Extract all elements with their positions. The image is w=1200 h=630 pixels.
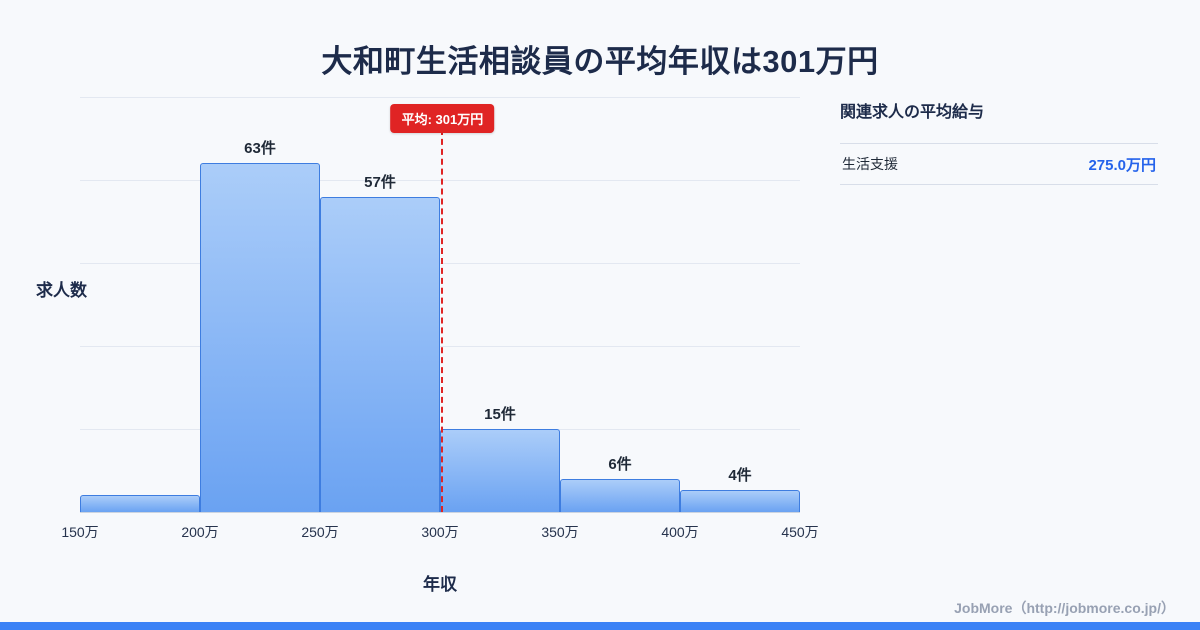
histogram-bar (320, 196, 440, 512)
histogram-bar (560, 478, 680, 512)
gridline (80, 263, 800, 264)
histogram-bar (680, 489, 800, 512)
page-title: 大和町生活相談員の平均年収は301万円 (321, 44, 879, 79)
gridline (80, 512, 800, 513)
related-job-salary: 275.0万円 (1088, 156, 1156, 174)
x-tick-label: 400万 (661, 524, 699, 540)
x-tick-label: 450万 (781, 524, 819, 540)
x-axis-label: 年収 (423, 575, 457, 594)
average-badge: 平均: 301万円 (390, 104, 495, 133)
x-tick-label: 350万 (541, 524, 579, 540)
histogram-plot: 63件 57件 15件 6件 4件 (80, 97, 800, 513)
histogram-bar (80, 495, 200, 512)
bottom-accent-bar (0, 622, 1200, 630)
gridline (80, 180, 800, 181)
x-tick-label: 150万 (61, 524, 99, 540)
related-job-name: 生活支援 (842, 156, 898, 172)
bar-count-label: 6件 (608, 455, 632, 473)
x-tick-label: 300万 (421, 524, 459, 540)
histogram-bar (440, 429, 560, 512)
related-jobs-panel: 関連求人の平均給与 生活支援 275.0万円 (840, 98, 1158, 185)
bar-count-label: 57件 (364, 173, 396, 191)
bars-layer: 63件 57件 15件 6件 4件 (80, 97, 800, 512)
footer-credit: JobMore（http://jobmore.co.jp/） (954, 600, 1175, 616)
related-job-row: 生活支援 275.0万円 (840, 144, 1158, 185)
bar-count-label: 4件 (728, 466, 752, 484)
y-axis-label: 求人数 (36, 281, 87, 300)
x-tick-label: 200万 (181, 524, 219, 540)
histogram-bar (200, 163, 320, 512)
related-jobs-rows: 生活支援 275.0万円 (840, 143, 1158, 185)
x-tick-label: 250万 (301, 524, 339, 540)
bar-count-label: 63件 (244, 140, 276, 158)
bar-count-label: 15件 (484, 406, 516, 423)
related-jobs-heading: 関連求人の平均給与 (840, 104, 985, 121)
gridline (80, 97, 800, 98)
gridline (80, 346, 800, 347)
average-line (441, 129, 444, 512)
